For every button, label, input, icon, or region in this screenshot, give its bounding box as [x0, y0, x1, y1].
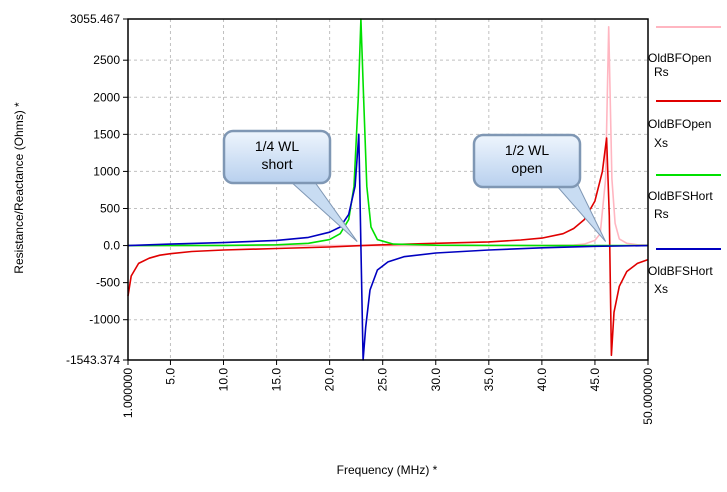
- y-tick-label: 3055.467: [70, 12, 120, 26]
- x-tick-label: 1.000000: [121, 368, 135, 418]
- callout-text: 1/2 WL: [505, 142, 550, 158]
- x-tick-label: 5.0: [163, 368, 177, 385]
- y-tick-label: 1000: [93, 164, 120, 178]
- annotation-callout: 1/4 WL short: [222, 129, 358, 242]
- x-tick-label: 10.0: [217, 368, 231, 392]
- legend-label: Xs: [654, 136, 668, 150]
- legend-label: Xs: [654, 282, 668, 296]
- y-tick-label: 500: [100, 201, 120, 215]
- callout-text: open: [511, 160, 542, 176]
- x-tick-label: 30.0: [429, 368, 443, 392]
- legend-item: OldBFOpen Xs: [648, 100, 721, 150]
- y-tick-label: -500: [96, 276, 120, 290]
- x-tick-label: 50.000000: [641, 368, 655, 425]
- legend-label: OldBFSHort: [648, 264, 713, 278]
- plot-frame: [127, 18, 649, 361]
- annotation-callout: 1/2 WL open: [472, 133, 607, 242]
- callout-text: 1/4 WL: [255, 138, 300, 154]
- callout-text: short: [261, 156, 292, 172]
- legend-label: OldBFSHort: [648, 189, 713, 203]
- y-tick-label: 2000: [93, 90, 120, 104]
- y-axis-label: Resistance/Reactance (Ohms) *: [12, 102, 26, 274]
- y-tick-label: 0.0: [103, 239, 120, 253]
- legend-label: OldBFOpen: [648, 51, 711, 65]
- legend-label: Rs: [654, 207, 669, 221]
- legend-label: Rs: [654, 65, 669, 79]
- series-line-oldbfopen-xs: [127, 137, 649, 357]
- x-tick-label: 45.0: [588, 368, 602, 392]
- x-tick-label: 15.0: [270, 368, 284, 392]
- legend-item: OldBFSHort Xs: [648, 248, 721, 296]
- y-tick-label: 1500: [93, 127, 120, 141]
- y-tick-label: -1543.374: [66, 353, 120, 367]
- legend-item: OldBFSHort Rs: [648, 174, 721, 221]
- x-axis-label: Frequency (MHz) *: [337, 463, 438, 477]
- callout-box: [472, 133, 582, 189]
- series-line-oldbfshort-xs: [127, 133, 649, 361]
- legend-label: OldBFOpen: [648, 117, 711, 131]
- x-tick-label: 25.0: [376, 368, 390, 392]
- callout-box: [222, 129, 332, 185]
- x-tick-label: 40.0: [535, 368, 549, 392]
- x-tick-label: 20.0: [323, 368, 337, 392]
- y-tick-label: -1000: [89, 313, 120, 327]
- y-tick-label: 2500: [93, 53, 120, 67]
- x-tick-label: 35.0: [482, 368, 496, 392]
